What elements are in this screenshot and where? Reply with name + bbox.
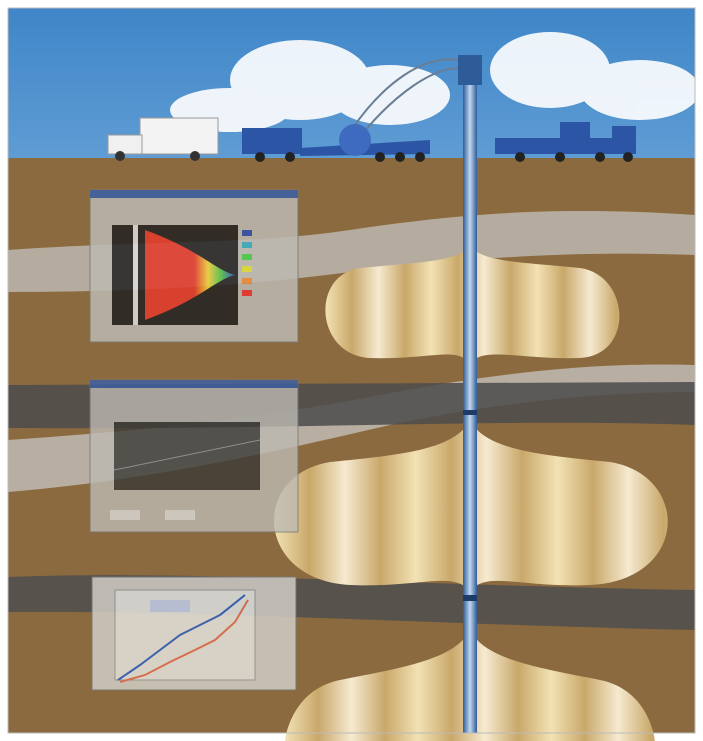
clouds: [170, 32, 700, 132]
inset-panel: [89, 189, 299, 343]
injector-head: [458, 55, 482, 85]
pump-truck: [495, 122, 636, 162]
packer: [463, 410, 477, 415]
packer: [463, 595, 477, 601]
inset-panel: [89, 379, 299, 533]
coil-unit: [242, 124, 430, 162]
inset-panel: [91, 576, 297, 691]
frame: [7, 7, 696, 734]
truck: [107, 117, 219, 161]
wellbore: [463, 78, 477, 733]
